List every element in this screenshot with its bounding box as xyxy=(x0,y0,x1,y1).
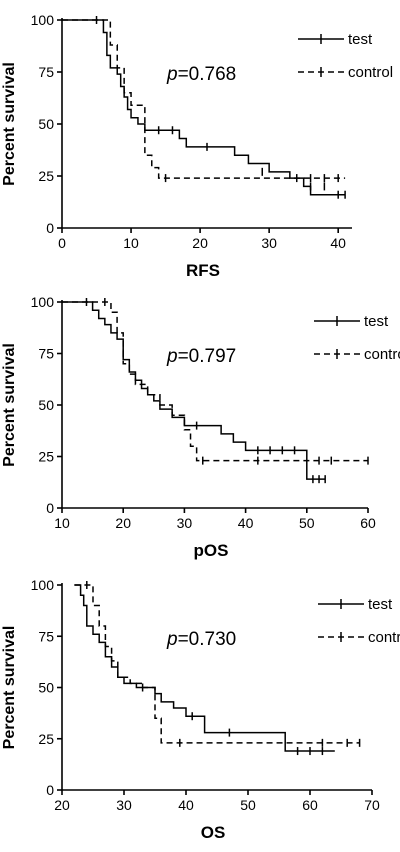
x-tick-label: 50 xyxy=(299,515,315,531)
x-tick-label: 70 xyxy=(364,797,380,813)
p-value-annotation: p=0.730 xyxy=(166,629,236,650)
p-symbol: p xyxy=(166,64,178,85)
chart-2: 0 25 50 75 100 10 20 30 40 50 60 pOS Percent surviva… xyxy=(1,294,400,560)
x-tick-label: 20 xyxy=(115,515,131,531)
x-axis-label: OS xyxy=(201,823,226,842)
x-tick-label: 60 xyxy=(360,515,376,531)
p-symbol: p xyxy=(166,346,178,367)
x-tick-label: 10 xyxy=(123,235,139,251)
x-tick-label: 50 xyxy=(240,797,256,813)
legend-label-control: control xyxy=(364,346,400,363)
x-tick-label: 60 xyxy=(302,797,318,813)
x-tick-label: 40 xyxy=(330,235,346,251)
y-tick-label: 75 xyxy=(38,64,54,80)
series-test-line xyxy=(62,301,326,480)
series-test-line xyxy=(62,19,346,196)
p-value: =0.797 xyxy=(178,346,237,367)
x-tick-label: 30 xyxy=(177,515,193,531)
y-tick-label: 75 xyxy=(38,346,54,362)
x-tick-label: 40 xyxy=(178,797,194,813)
x-tick-label: 20 xyxy=(54,797,70,813)
y-tick-label: 0 xyxy=(46,500,54,516)
y-axis-label: Percent survival xyxy=(1,343,18,467)
x-axis-label: RFS xyxy=(186,261,220,280)
x-tick-label: 40 xyxy=(238,515,254,531)
x-tick-label: 30 xyxy=(261,235,277,251)
y-tick-label: 50 xyxy=(38,680,54,696)
p-value-annotation: p=0.768 xyxy=(166,64,236,85)
series-control-line xyxy=(62,19,346,179)
legend-label-test: test xyxy=(348,31,373,48)
x-axis-label: pOS xyxy=(194,541,229,560)
x-tick-label: 0 xyxy=(58,235,66,251)
y-tick-label: 50 xyxy=(38,116,54,132)
p-value: =0.730 xyxy=(178,629,237,650)
x-tick-label: 30 xyxy=(116,797,132,813)
y-tick-label: 25 xyxy=(38,168,54,184)
y-tick-label: 100 xyxy=(31,577,55,593)
y-tick-label: 25 xyxy=(38,731,54,747)
y-tick-label: 75 xyxy=(38,628,54,644)
legend-label-control: control xyxy=(348,64,393,81)
legend-label-test: test xyxy=(368,596,393,613)
y-axis-label: Percent survival xyxy=(1,626,18,750)
p-value: =0.768 xyxy=(178,64,237,85)
y-tick-label: 100 xyxy=(31,294,55,310)
legend-label-control: control xyxy=(368,629,400,646)
y-tick-label: 100 xyxy=(31,12,55,28)
y-axis-label: Percent survival xyxy=(1,62,18,186)
y-tick-label: 25 xyxy=(38,449,54,465)
legend-label-test: test xyxy=(364,313,389,330)
y-tick-label: 0 xyxy=(46,220,54,236)
x-tick-label: 20 xyxy=(192,235,208,251)
y-tick-label: 0 xyxy=(46,782,54,798)
series-control-line xyxy=(74,584,360,744)
series-test-line xyxy=(74,584,335,752)
chart-3: 0 25 50 75 100 20 30 40 50 60 70 OS Percent survival… xyxy=(1,577,400,842)
y-tick-label: 50 xyxy=(38,397,54,413)
p-symbol: p xyxy=(166,629,178,650)
chart-1: 0 25 50 75 100 0 10 20 30 40 RFS Percent survival p=… xyxy=(1,12,393,280)
series-control-line xyxy=(62,301,368,462)
p-value-annotation: p=0.797 xyxy=(166,346,236,367)
x-tick-label: 10 xyxy=(54,515,70,531)
